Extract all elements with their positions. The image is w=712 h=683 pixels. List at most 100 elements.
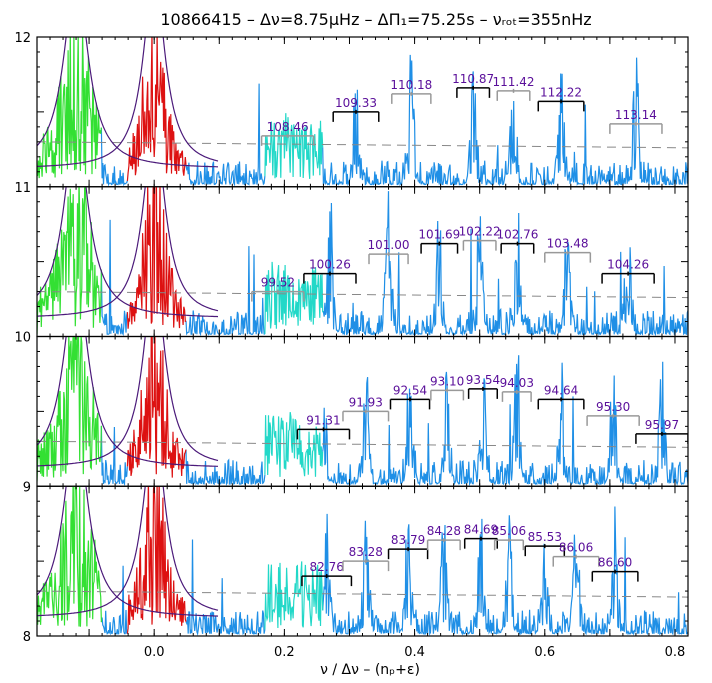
- mixed-mode-period-label: 86.60: [598, 556, 632, 570]
- mixed-mode-period-label: 82.76: [310, 560, 344, 574]
- mixed-mode-marker: [420, 241, 459, 254]
- mixed-mode-period-label: 84.69: [464, 523, 498, 537]
- mixed-mode-period-label: 83.28: [349, 545, 383, 559]
- mixed-mode-marker: [591, 569, 639, 582]
- mixed-mode-marker: [391, 91, 432, 104]
- mixed-mode-period-label: 94.03: [500, 376, 534, 390]
- mixed-mode-marker: [552, 554, 600, 567]
- l2-mode-line: [37, 486, 102, 627]
- mixed-mode-marker: [635, 431, 688, 444]
- mixed-mode-period-label: 101.69: [418, 228, 460, 242]
- mixed-mode-period-label: 84.28: [427, 524, 461, 538]
- mixed-mode-period-label: 110.18: [390, 78, 432, 92]
- background-fit-line: [37, 141, 688, 149]
- power-spectrum-line: [322, 506, 688, 636]
- l0-fit-curve: [37, 336, 219, 467]
- l0-fit-curve: [37, 37, 219, 167]
- mixed-mode-period-label: 100.26: [309, 258, 351, 272]
- mixed-mode-marker: [493, 538, 525, 551]
- l3-region-line: [264, 561, 324, 630]
- mixed-mode-marker: [501, 389, 532, 402]
- mixed-mode-marker: [586, 413, 640, 426]
- mixed-mode-period-label: 85.06: [492, 524, 526, 538]
- mixed-mode-marker: [387, 547, 429, 560]
- mixed-mode-marker: [601, 271, 655, 284]
- mixed-mode-marker: [368, 252, 409, 265]
- mixed-mode-period-label: 102.76: [496, 228, 538, 242]
- mixed-mode-marker: [301, 574, 353, 587]
- l0-mode-line: [126, 336, 187, 478]
- mixed-mode-period-label: 93.10: [430, 374, 464, 388]
- mixed-mode-period-label: 108.46: [267, 120, 309, 134]
- mixed-mode-marker: [544, 250, 592, 263]
- background-fit-line: [37, 291, 688, 299]
- mixed-mode-marker: [251, 289, 305, 302]
- y-tick-label: 8: [23, 630, 31, 645]
- mixed-mode-period-label: 112.22: [540, 85, 582, 99]
- mixed-mode-period-label: 109.33: [335, 96, 377, 110]
- mixed-mode-marker: [332, 109, 380, 122]
- power-spectrum-line: [185, 83, 266, 187]
- mixed-mode-period-label: 101.00: [368, 238, 410, 252]
- x-tick-label: 0.0: [144, 645, 165, 660]
- l2-mode-line: [37, 37, 102, 179]
- y-tick-labels: 12 11 10 9 8: [14, 31, 31, 645]
- l0-mode-line: [126, 37, 187, 181]
- mixed-mode-period-label: 99.52: [261, 276, 295, 290]
- mixed-mode-marker: [467, 386, 499, 399]
- l2-fit-curve: [37, 186, 219, 318]
- power-spectrum-line: [100, 219, 128, 337]
- y-tick-label: 10: [14, 331, 31, 346]
- mixed-mode-period-label: 110.87: [452, 72, 494, 86]
- l2-fit-curve: [37, 336, 218, 467]
- mixed-mode-marker: [260, 133, 315, 146]
- mixed-mode-period-label: 85.53: [528, 530, 562, 544]
- panel-ticks: [36, 485, 689, 636]
- chart-title: 10866415 – Δν=8.75μHz – ΔΠ₁=75.25s – νᵣₒ…: [160, 10, 591, 29]
- mixed-mode-marker: [609, 121, 663, 134]
- mixed-mode-period-label: 91.93: [349, 395, 383, 409]
- x-tick-label: 0.6: [534, 645, 555, 660]
- mixed-mode-period-label: 102.22: [459, 225, 501, 239]
- x-tick-labels: 0.0 0.2 0.4 0.6 0.8: [144, 645, 685, 660]
- mixed-mode-marker: [426, 538, 461, 551]
- mixed-mode-period-label: 103.48: [547, 237, 589, 251]
- mixed-mode-period-label: 113.14: [615, 108, 657, 122]
- l3-region-line: [264, 412, 324, 477]
- background-fit-line: [37, 590, 688, 598]
- mixed-mode-marker: [389, 397, 431, 410]
- l2-mode-line: [37, 186, 102, 335]
- power-spectrum-line: [185, 449, 266, 486]
- mixed-mode-marker: [430, 388, 465, 401]
- l3-region-line: [264, 113, 324, 179]
- x-tick-label: 0.2: [274, 645, 295, 660]
- mixed-mode-period-label: 95.30: [596, 400, 630, 414]
- mixed-mode-marker: [462, 238, 497, 251]
- power-spectrum-line: [322, 355, 688, 487]
- mixed-mode-period-label: 86.06: [559, 541, 593, 555]
- l0-fit-curve: [37, 486, 219, 617]
- mixed-mode-period-label: 91.31: [306, 413, 340, 427]
- mixed-mode-marker: [303, 271, 357, 284]
- y-tick-label: 9: [23, 480, 31, 495]
- l2-fit-curve: [37, 486, 219, 617]
- l0-mode-line: [126, 486, 187, 634]
- mixed-mode-marker: [537, 397, 585, 410]
- mixed-mode-period-label: 94.64: [544, 383, 578, 397]
- mixed-mode-marker: [342, 559, 390, 572]
- x-tick-label: 0.8: [665, 645, 686, 660]
- mixed-mode-period-label: 104.26: [607, 258, 649, 272]
- mixed-mode-marker: [456, 85, 491, 98]
- mixed-mode-marker: [524, 544, 566, 557]
- x-axis-label: ν / Δν – (nₚ+ε): [320, 662, 420, 678]
- mixed-mode-marker: [500, 241, 535, 254]
- x-tick-label: 0.4: [404, 645, 425, 660]
